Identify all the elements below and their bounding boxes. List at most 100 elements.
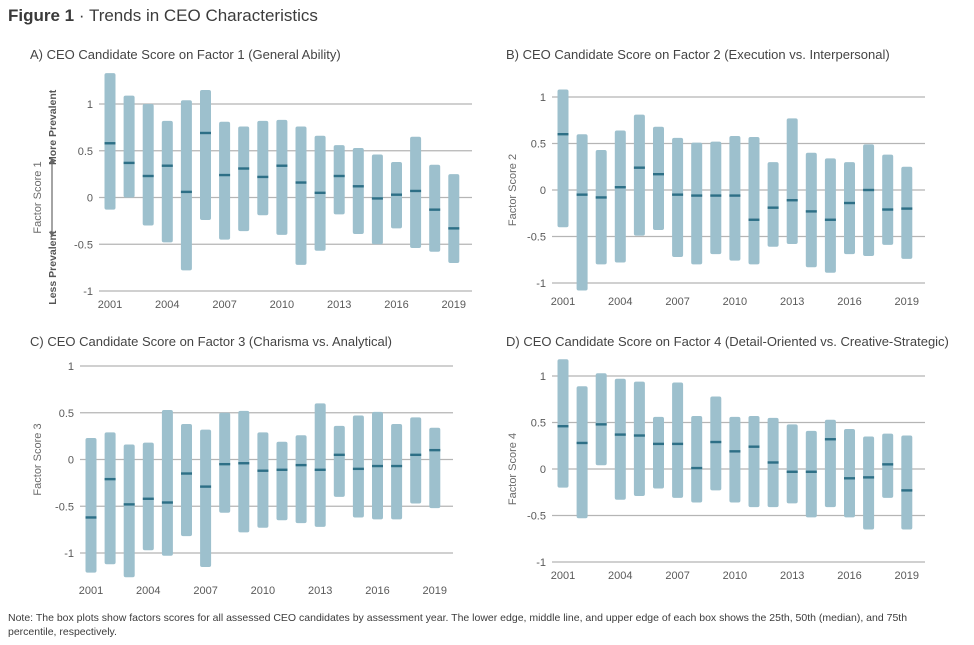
- box-2017: [863, 436, 875, 530]
- median-2010: [257, 469, 269, 472]
- median-2015: [352, 467, 364, 471]
- box-2001: [85, 437, 97, 573]
- box-2002: [576, 134, 588, 291]
- x-tick-label: 2019: [895, 570, 919, 582]
- x-tick-label: 2001: [551, 570, 575, 582]
- x-tick-label: 2001: [79, 585, 103, 597]
- y-tick-label: 1: [540, 371, 546, 383]
- figure-title: Figure 1 · Trends in CEO Characteristics: [8, 6, 318, 26]
- x-tick-label: 2013: [327, 299, 351, 311]
- x-tick-label: 2019: [423, 585, 447, 597]
- box-2016: [844, 162, 855, 255]
- median-2011: [748, 218, 760, 221]
- box-2014: [805, 152, 817, 268]
- median-2014: [805, 210, 817, 213]
- panel-c-title: C) CEO Candidate Score on Factor 3 (Char…: [30, 334, 392, 349]
- box-2001: [557, 359, 569, 488]
- median-2002: [576, 441, 588, 445]
- box-2018: [882, 433, 894, 498]
- box-2006: [653, 416, 664, 489]
- box-2017: [410, 136, 422, 248]
- arrow-down-icon: [49, 231, 55, 237]
- y-tick-label: 0.5: [531, 418, 546, 430]
- median-2014: [352, 185, 364, 188]
- panel-a-title: A) CEO Candidate Score on Factor 1 (Gene…: [30, 47, 341, 62]
- median-2002: [123, 161, 135, 165]
- median-2005: [180, 190, 192, 194]
- box-2002: [123, 95, 135, 198]
- box-2012: [767, 162, 779, 247]
- box-2018: [882, 154, 894, 245]
- box-2013: [333, 145, 345, 215]
- median-2015: [824, 218, 836, 221]
- box-2010: [257, 432, 269, 528]
- median-2006: [653, 172, 664, 176]
- x-tick-label: 2019: [442, 299, 466, 311]
- box-2015: [824, 419, 836, 508]
- box-2011: [748, 136, 760, 265]
- median-2018: [882, 463, 894, 466]
- median-2007: [672, 193, 684, 196]
- y-axis-label: Factor Score 2: [507, 154, 519, 226]
- x-tick-label: 2004: [608, 570, 632, 582]
- box-2011: [276, 441, 288, 521]
- box-2004: [614, 130, 626, 263]
- box-2003: [142, 104, 154, 226]
- box-2014: [333, 425, 345, 497]
- box-2019: [901, 435, 913, 530]
- median-2003: [142, 174, 154, 178]
- x-tick-label: 2013: [308, 585, 332, 597]
- median-2007: [219, 173, 231, 177]
- y-tick-label: 0.5: [531, 139, 546, 151]
- y-tick-label: 0: [68, 455, 74, 467]
- median-2008: [238, 167, 250, 170]
- x-tick-label: 2010: [270, 299, 294, 311]
- median-2011: [276, 468, 288, 471]
- box-2008: [691, 415, 703, 503]
- x-tick-label: 2016: [837, 296, 861, 308]
- median-2018: [410, 453, 422, 457]
- panel-b-title: B) CEO Candidate Score on Factor 2 (Exec…: [506, 47, 890, 62]
- median-2007: [200, 485, 212, 488]
- median-2006: [653, 442, 664, 446]
- median-2014: [333, 453, 345, 457]
- box-2002: [576, 386, 588, 519]
- box-2010: [276, 119, 288, 235]
- box-2009: [257, 120, 269, 216]
- median-2017: [863, 188, 875, 192]
- box-2002: [104, 432, 116, 565]
- x-tick-label: 2007: [665, 570, 689, 582]
- less-prevalent-label: Less Prevalent: [47, 230, 59, 305]
- median-2009: [710, 440, 722, 444]
- more-prevalent-label: More Prevalent: [47, 89, 59, 165]
- x-tick-label: 2013: [780, 296, 804, 308]
- median-2006: [200, 131, 211, 135]
- box-2013: [786, 118, 798, 244]
- box-2010: [729, 136, 741, 261]
- x-tick-label: 2004: [136, 585, 160, 597]
- box-2013: [314, 403, 326, 527]
- y-tick-label: 0: [540, 185, 546, 197]
- box-2005: [633, 381, 645, 496]
- y-axis-label: Factor Score 4: [507, 433, 519, 505]
- median-2001: [85, 516, 97, 519]
- box-2006: [181, 423, 192, 537]
- y-tick-label: -0.5: [74, 239, 93, 251]
- x-tick-label: 2016: [837, 570, 861, 582]
- y-tick-label: -1: [536, 557, 546, 569]
- x-tick-label: 2004: [608, 296, 632, 308]
- box-2006: [653, 126, 664, 230]
- median-2016: [372, 464, 383, 468]
- box-2001: [557, 89, 569, 228]
- median-2002: [104, 477, 116, 481]
- median-2013: [786, 199, 798, 202]
- median-2004: [614, 433, 626, 436]
- median-2011: [748, 445, 760, 448]
- box-2016: [844, 429, 855, 518]
- box-2007: [672, 382, 684, 498]
- box-2017: [863, 144, 875, 257]
- box-2019: [448, 174, 460, 263]
- median-2019: [448, 227, 460, 230]
